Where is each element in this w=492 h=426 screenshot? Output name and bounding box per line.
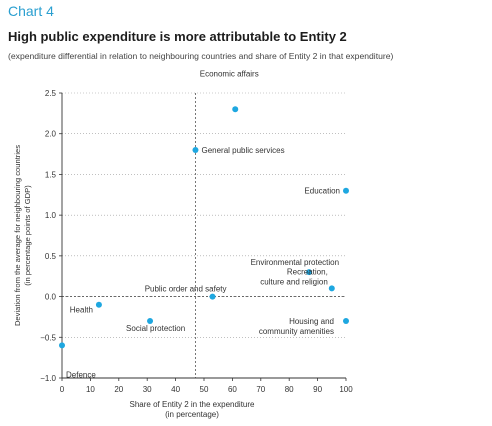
data-point-label: Health — [70, 306, 93, 315]
data-point — [59, 342, 65, 349]
x-tick-label: 80 — [285, 385, 294, 394]
data-point-label-line: Social protection — [126, 324, 185, 333]
data-point-label-line: Recreation, — [287, 267, 328, 276]
data-point — [232, 106, 239, 113]
x-tick-label: 30 — [143, 385, 152, 394]
y-tick-label: −0.5 — [40, 333, 56, 342]
data-point — [343, 318, 349, 324]
chart-subtitle: (expenditure differential in relation to… — [8, 51, 394, 61]
x-tick-label: 70 — [256, 385, 265, 394]
data-point-label-line: Education — [304, 187, 340, 196]
y-tick-label: 1.5 — [45, 170, 57, 179]
data-point-label-line: Housing and — [289, 317, 334, 326]
y-axis-label: (in percentage points of GDP) — [23, 185, 32, 286]
data-point-label-line: General public services — [201, 146, 284, 155]
chart-number-label: Chart 4 — [8, 3, 54, 19]
data-point — [147, 318, 154, 324]
data-point-label-line: Health — [70, 306, 93, 315]
x-tick-label: 50 — [200, 385, 209, 394]
data-point-label: Public order and safety — [145, 285, 227, 294]
y-tick-label: 2.5 — [45, 89, 57, 98]
x-tick-label: 60 — [228, 385, 237, 394]
data-point-label: Environmental protection — [251, 258, 340, 267]
data-point-label-line: community amenities — [259, 327, 334, 336]
y-tick-label: 0.0 — [45, 293, 57, 302]
y-tick-label: −1.0 — [40, 374, 56, 383]
x-tick-label: 0 — [60, 385, 65, 394]
data-point-label: Social protection — [126, 324, 185, 333]
data-point — [328, 285, 335, 292]
data-point — [192, 147, 199, 153]
y-tick-label: 0.5 — [45, 252, 57, 261]
data-point-label-line: Defence — [66, 370, 96, 379]
x-tick-label: 100 — [339, 385, 353, 394]
x-tick-label: 10 — [86, 385, 95, 394]
x-tick-label: 40 — [171, 385, 180, 394]
data-point — [95, 301, 102, 308]
x-axis-label: Share of Entity 2 in the expenditure — [130, 400, 256, 409]
x-axis-label: (in percentage) — [165, 410, 219, 419]
y-tick-label: 2.0 — [45, 130, 57, 139]
data-point — [306, 269, 313, 276]
data-point-label-line: Economic affairs — [200, 69, 259, 78]
data-point-label-line: culture and religion — [260, 277, 328, 286]
x-tick-label: 20 — [114, 385, 123, 394]
data-point — [343, 187, 349, 194]
data-point-label: Defence — [66, 370, 96, 379]
data-point-label: Recreation, culture and religion — [260, 267, 328, 286]
data-point-label-line: Public order and safety — [145, 285, 227, 294]
data-point-label: General public services — [201, 146, 284, 155]
data-point-label: Housing and community amenities — [259, 317, 334, 336]
data-point-label: Education — [304, 187, 340, 196]
x-tick-label: 90 — [313, 385, 322, 394]
data-point — [209, 293, 216, 300]
chart-title: High public expenditure is more attribut… — [8, 29, 347, 44]
y-axis-label: Deviation from the average for neighbour… — [13, 145, 22, 326]
data-point-label-line: Environmental protection — [251, 258, 340, 267]
y-tick-label: 1.0 — [45, 211, 57, 220]
data-point-label: Economic affairs — [200, 69, 259, 78]
